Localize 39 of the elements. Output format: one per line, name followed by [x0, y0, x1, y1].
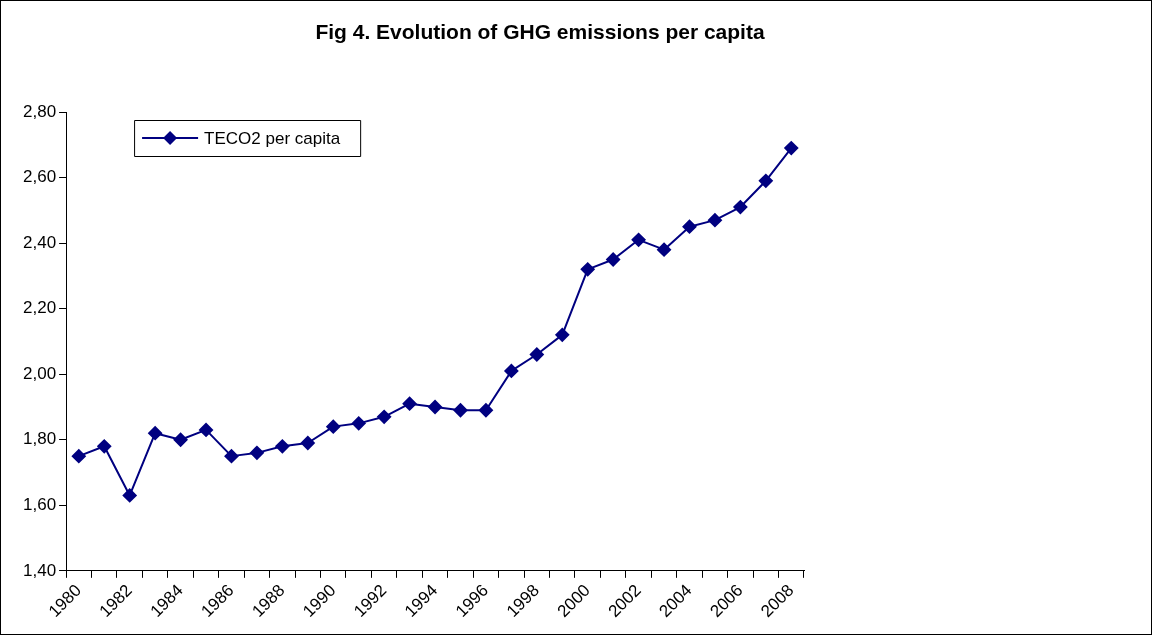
- point: [529, 347, 544, 362]
- point: [249, 445, 264, 460]
- point: [199, 422, 214, 437]
- point: [733, 200, 748, 215]
- y-tick-label: 2,80: [22, 101, 57, 121]
- point: [351, 416, 366, 431]
- chart-title: Fig 4. Evolution of GHG emissions per capita: [314, 20, 766, 44]
- y-tick-label: 1,60: [22, 494, 57, 514]
- point: [300, 436, 315, 451]
- point: [707, 213, 722, 228]
- point: [173, 432, 188, 447]
- point: [275, 439, 290, 454]
- point: [148, 426, 163, 441]
- point: [377, 409, 392, 424]
- y-tick-label: 2,60: [22, 167, 57, 187]
- point: [758, 173, 773, 188]
- point: [402, 396, 417, 411]
- point: [657, 242, 672, 257]
- point: [428, 399, 443, 414]
- y-tick-label: 2,20: [22, 298, 57, 318]
- point: [504, 363, 519, 378]
- point: [784, 141, 799, 156]
- y-tick-label: 1,80: [22, 429, 57, 449]
- point: [453, 403, 468, 418]
- point: [478, 403, 493, 418]
- legend-label: TECO2 per capita: [204, 128, 341, 148]
- point: [224, 449, 239, 464]
- y-tick-label: 1,40: [22, 560, 57, 580]
- y-tick-label: 2,40: [22, 232, 57, 252]
- point: [606, 252, 621, 267]
- point: [555, 327, 570, 342]
- point: [326, 419, 341, 434]
- point: [71, 449, 86, 464]
- point: [580, 262, 595, 277]
- point: [631, 232, 646, 247]
- point: [122, 488, 137, 503]
- y-tick-label: 2,00: [22, 363, 57, 383]
- point: [97, 439, 112, 454]
- point: [682, 219, 697, 234]
